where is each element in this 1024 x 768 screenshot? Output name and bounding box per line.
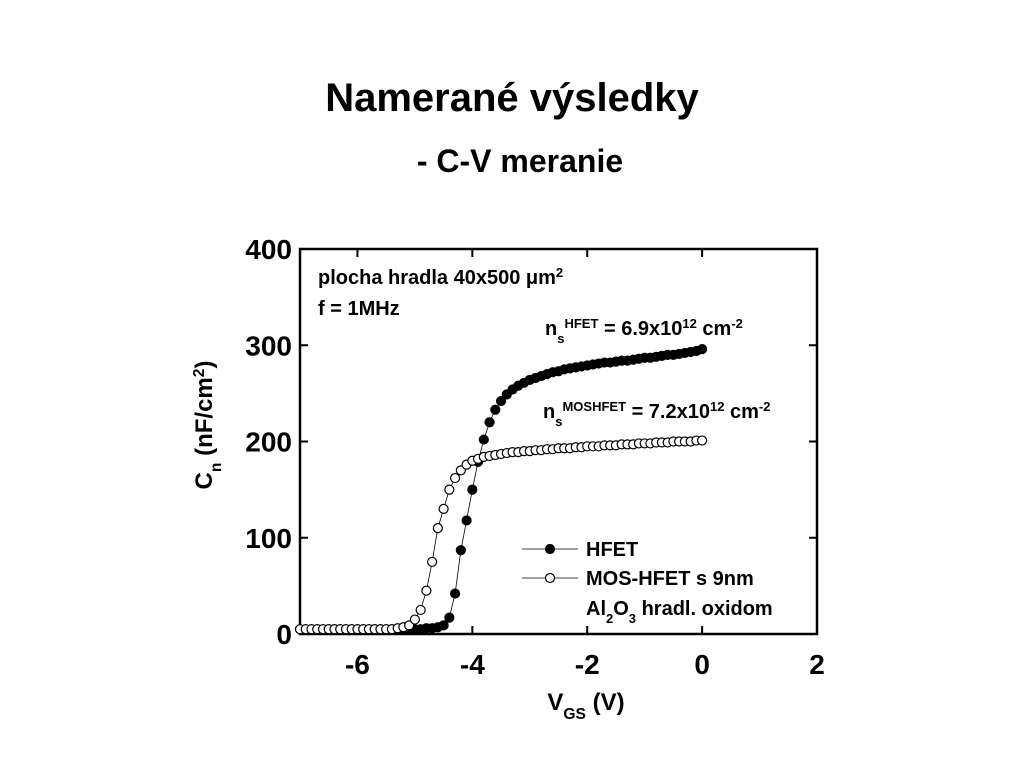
data-point [455,545,466,556]
legend-note-part: 2 [606,611,613,626]
y-axis-label-part: ) [191,361,218,369]
annotation-part: cm [697,318,731,340]
annotation-part: s [555,414,562,429]
y-axis-label-part: 2 [191,368,208,377]
data-point [495,395,507,407]
y-tick-label: 200 [245,427,292,458]
x-tick-label: 0 [694,649,710,680]
annotation: plocha hradla 40x500 μm2 [318,265,563,290]
data-point [427,556,438,567]
data-point [697,344,708,355]
x-axis-label-part: V [547,689,563,716]
data-point [490,404,501,415]
data-point [484,417,495,428]
annotation: nsHFET = 6.9x1012 cm-2 [545,316,743,346]
legend-note-part: hradl. oxidom [636,598,773,620]
annotation-part: cm [724,401,758,423]
annotation-part: -2 [759,399,771,414]
data-point [450,588,461,599]
legend-marker [544,543,556,555]
data-point [444,484,455,495]
legend-note-part: O [613,598,629,620]
annotation-part: n [543,401,555,423]
annotation-part: 2 [556,265,563,280]
annotation: nsMOSHFET = 7.2x1012 cm-2 [543,399,770,429]
data-point [432,523,443,534]
y-axis-label-part: C [191,472,218,489]
y-axis-label: Cn (nF/cm2) [191,361,225,490]
data-point [438,503,449,514]
x-tick-label: -4 [460,649,485,680]
annotation-part: HFET [564,316,598,331]
annotation-part: -2 [731,316,743,331]
y-tick-label: 300 [245,330,292,361]
legend-note: Al2O3 hradl. oxidom [586,598,773,626]
y-tick-label: 100 [245,523,292,554]
y-axis-label-part: n [208,463,225,473]
slide-title: Namerané výsledky [325,76,699,120]
data-point [421,585,432,596]
data-point [697,435,708,446]
annotation-part: = 6.9x10 [598,318,682,340]
legend-note-part: 3 [629,611,636,626]
annotation: f = 1MHz [318,298,400,320]
annotation-part: = 7.2x10 [626,401,710,423]
data-point [409,614,420,625]
x-axis-label-part: GS [563,706,586,723]
legend-marker [544,572,556,584]
data-point [478,434,489,445]
data-point [450,472,461,484]
legend-label: HFET [586,539,638,561]
y-tick-label: 400 [245,234,292,265]
x-tick-label: 2 [809,649,825,680]
annotation-part: 12 [710,399,724,414]
annotation-part: n [545,318,557,340]
x-axis-label-part: (V) [586,689,625,716]
annotation-part: plocha hradla 40x500 μm [318,267,556,289]
data-point [438,620,449,631]
data-point [415,604,426,616]
x-tick-label: -6 [345,649,370,680]
x-axis-label: VGS (V) [547,689,624,723]
annotation-part: s [557,331,564,346]
legend-note-part: Al [586,598,606,620]
annotation-part: MOSHFET [562,399,626,414]
y-axis-label-part: (nF/cm [191,377,218,462]
x-tick-label: -2 [575,649,600,680]
legend-label: MOS-HFET s 9nm [586,568,754,590]
data-point [467,484,478,495]
slide-subtitle: - C-V meranie [417,143,623,179]
data-point [444,612,455,623]
annotation-part: f = 1MHz [318,298,400,320]
annotation-part: 12 [682,316,696,331]
y-tick-label: 0 [276,619,292,650]
data-point [461,515,472,526]
